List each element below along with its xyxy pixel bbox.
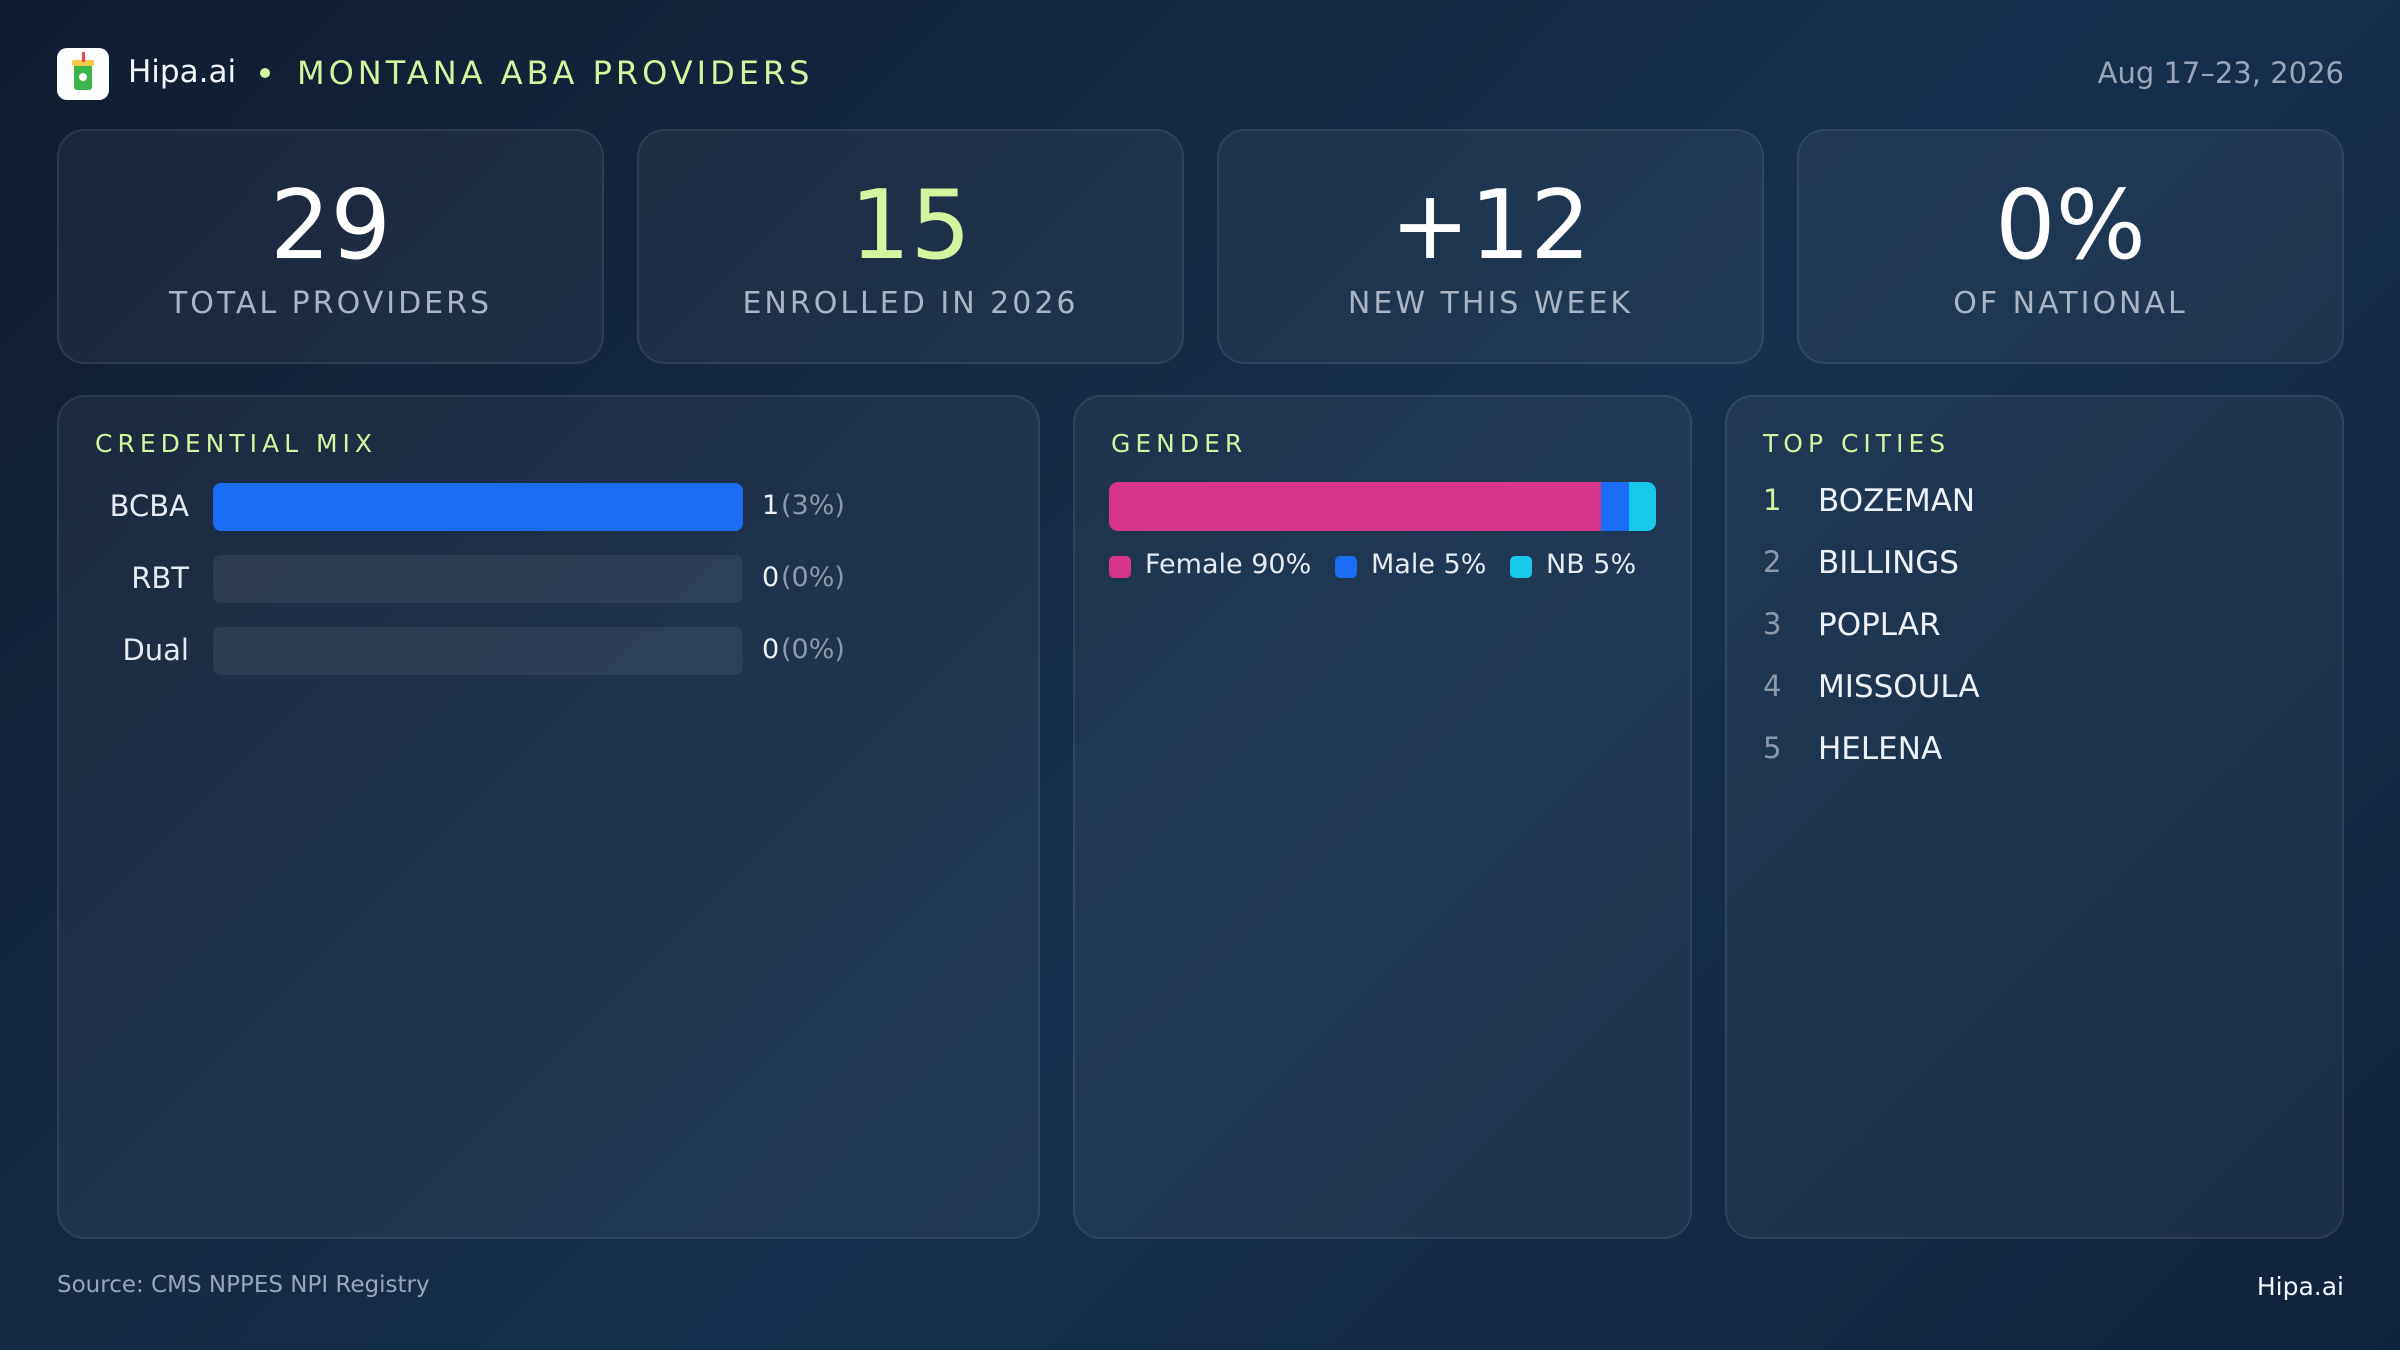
bar xyxy=(213,483,743,531)
source: Source: CMS NPPES NPI Registry xyxy=(57,1272,430,1298)
kpi-card: 0% OF NATIONAL xyxy=(1797,129,2344,364)
city-name: POPLAR xyxy=(1818,607,1941,643)
panel-title: TOP CITIES xyxy=(1763,429,1951,458)
date-range: Aug 17–23, 2026 xyxy=(2097,56,2344,90)
row-label: RBT xyxy=(131,561,189,595)
kpi-value: 0% xyxy=(1995,171,2146,281)
kpi-value: +12 xyxy=(1390,171,1591,281)
separator-dot xyxy=(260,68,270,78)
city-rank: 1 xyxy=(1763,483,1782,517)
city-rank: 3 xyxy=(1763,607,1782,641)
legend-label: Male 5% xyxy=(1371,549,1487,580)
count-label: 1 xyxy=(762,490,780,521)
kpi-card: 15 ENROLLED IN 2026 xyxy=(637,129,1184,364)
row-label: BCBA xyxy=(109,489,189,523)
credential-panel: CREDENTIAL MIX BCBA 1 (3%) RBT 0 (0%) Dual 0 (0%… xyxy=(57,395,1040,1239)
city-name: BOZEMAN xyxy=(1818,483,1976,519)
panel-title: CREDENTIAL MIX xyxy=(95,429,378,458)
row-label: Dual xyxy=(122,633,189,667)
city-rank: 5 xyxy=(1763,731,1782,765)
kpi-card: 29 TOTAL PROVIDERS xyxy=(57,129,604,364)
cities-panel: TOP CITIES 1 BOZEMAN 2 BILLINGS 3 POPLAR 4 MISS… xyxy=(1725,395,2344,1239)
city-name: MISSOULA xyxy=(1818,669,1980,705)
bar-segment xyxy=(1109,482,1602,531)
legend-swatch xyxy=(1335,556,1357,578)
gender-panel: GENDER Female 90% Male 5% NB 5% xyxy=(1073,395,1692,1239)
kpi-label: TOTAL PROVIDERS xyxy=(168,286,493,321)
city-rank: 2 xyxy=(1763,545,1782,579)
city-name: HELENA xyxy=(1818,731,1943,767)
legend-label: NB 5% xyxy=(1546,549,1637,580)
page-title: MONTANA ABA PROVIDERS xyxy=(297,54,814,92)
bar-segment xyxy=(1628,482,1656,531)
legend-swatch xyxy=(1510,556,1532,578)
legend-label: Female 90% xyxy=(1145,549,1312,580)
brand: Hipa.ai xyxy=(128,54,237,90)
kpi-value: 29 xyxy=(270,171,391,281)
bar-track xyxy=(213,555,743,603)
share-label: (0%) xyxy=(781,634,845,665)
stacked-bar xyxy=(1109,482,1656,531)
city-name: BILLINGS xyxy=(1818,545,1959,581)
kpi-label: OF NATIONAL xyxy=(1953,286,2188,321)
kpi-value: 15 xyxy=(850,171,971,281)
kpi-card: +12 NEW THIS WEEK xyxy=(1217,129,1764,364)
logo xyxy=(57,48,109,100)
panel-title: GENDER xyxy=(1111,429,1248,458)
share-label: (3%) xyxy=(781,490,845,521)
kpi-label: ENROLLED IN 2026 xyxy=(742,286,1079,321)
logo-icon xyxy=(72,52,94,90)
share-label: (0%) xyxy=(781,562,845,593)
footer-brand: Hipa.ai xyxy=(2256,1272,2344,1301)
kpi-label: NEW THIS WEEK xyxy=(1347,286,1634,321)
city-rank: 4 xyxy=(1763,669,1782,703)
bar-segment xyxy=(1601,482,1629,531)
count-label: 0 xyxy=(762,634,780,665)
count-label: 0 xyxy=(762,562,780,593)
legend-swatch xyxy=(1109,556,1131,578)
bar-track xyxy=(213,627,743,675)
